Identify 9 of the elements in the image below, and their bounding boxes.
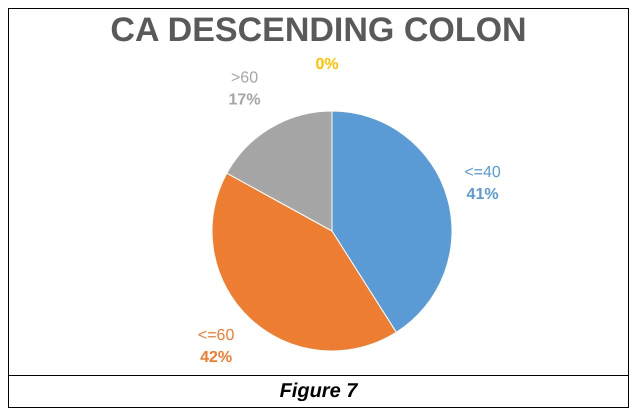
slice-label: <=60 (198, 327, 234, 344)
slice-label: <=40 (464, 164, 501, 181)
text: 0% (315, 56, 339, 73)
chart-title: CA DESCENDING COLON (109, 11, 528, 50)
data-label: 41% (466, 186, 499, 203)
data-label: 42% (200, 349, 232, 366)
data-label: 17% (228, 92, 261, 109)
slice-label: >60 (230, 70, 258, 87)
caption: Figure 7 (8, 375, 629, 408)
